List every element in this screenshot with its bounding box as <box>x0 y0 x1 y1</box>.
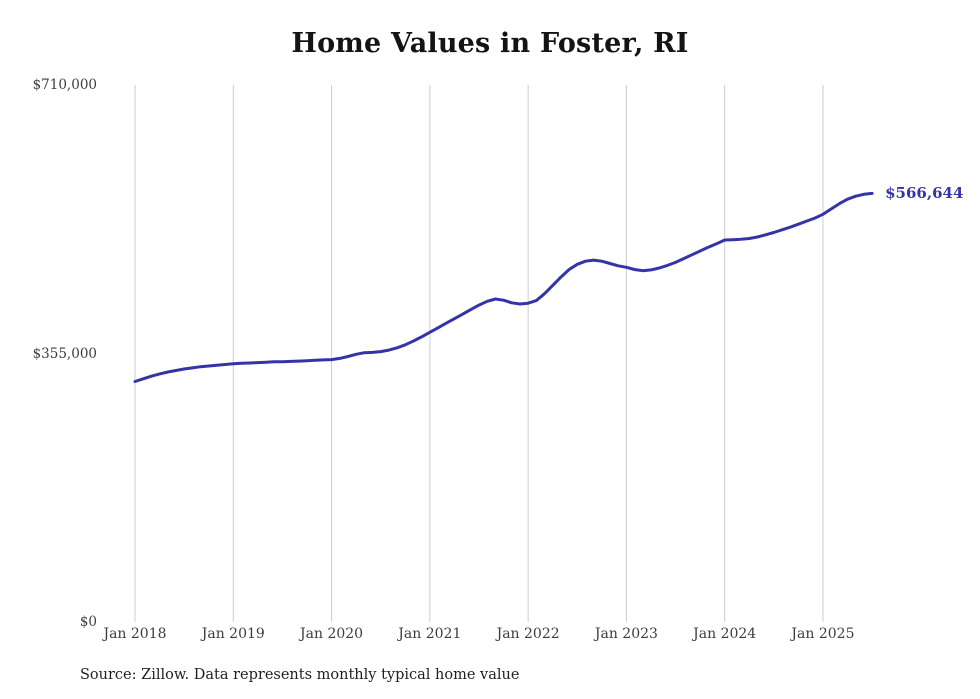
home-value-line <box>133 191 874 383</box>
x-axis-label-jan-2020: Jan 2020 <box>300 626 364 642</box>
x-axis-label-jan-2019: Jan 2019 <box>201 626 265 642</box>
x-axis-label-jan-2022: Jan 2022 <box>496 626 560 642</box>
chart-title: Home Values in Foster, RI <box>291 28 689 59</box>
y-axis-label-355000: $355,000 <box>32 345 97 362</box>
y-axis-label-0: $0 <box>79 614 97 630</box>
x-axis-label-jan-2021: Jan 2021 <box>398 626 462 642</box>
x-axis-label-jan-2025: Jan 2025 <box>791 626 855 642</box>
x-axis-label-jan-2023: Jan 2023 <box>594 626 658 642</box>
latest-value-label: $566,644 <box>885 184 964 203</box>
x-axis-label-jan-2024: Jan 2024 <box>693 626 757 642</box>
x-axis-label-jan-2018: Jan 2018 <box>103 626 167 642</box>
source-note: Source: Zillow. Data represents monthly … <box>80 667 520 683</box>
y-axis-label-710000: $710,000 <box>32 77 97 93</box>
